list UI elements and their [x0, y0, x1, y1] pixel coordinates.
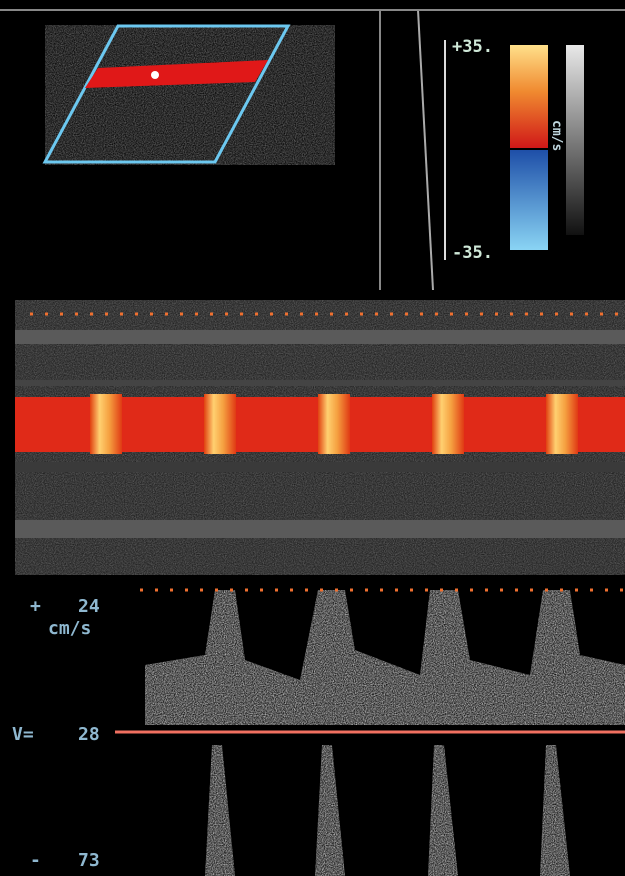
ultrasound-screen: +35. -35. cm/s + 24 cm/s V= 28 - 73: [0, 0, 625, 876]
doppler-top-value: 24: [78, 596, 100, 617]
color-scale-unit: cm/s: [549, 120, 564, 151]
color-scale-bottom: -35.: [452, 243, 493, 263]
doppler-bottom-value: 73: [78, 850, 100, 871]
color-scale-top: +35.: [452, 37, 493, 57]
b-mode-panel: [0, 0, 625, 295]
doppler-unit: cm/s: [48, 618, 91, 639]
velocity-value: 28: [78, 724, 100, 745]
velocity-label: V=: [12, 724, 34, 745]
color-m-mode-panel: [15, 300, 625, 575]
doppler-bottom-sign: -: [30, 850, 41, 871]
doppler-top-sign: +: [30, 596, 41, 617]
